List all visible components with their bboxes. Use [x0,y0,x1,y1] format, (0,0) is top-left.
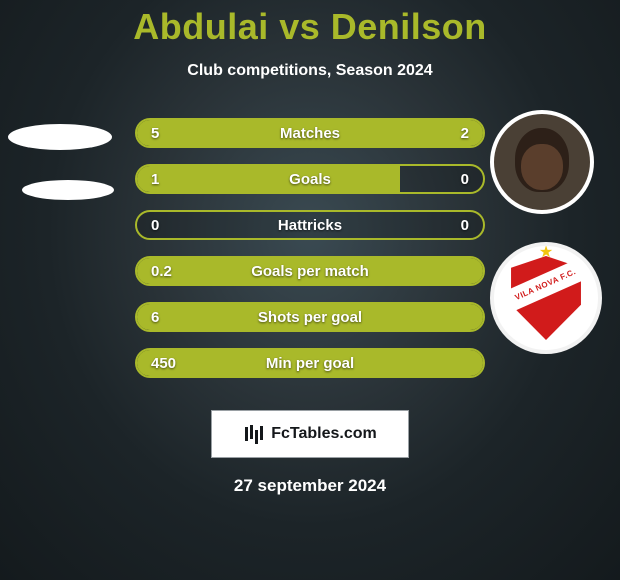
stat-label: Shots per goal [137,304,483,330]
stat-bars: 52Matches 10Goals 00Hattricks 0.2Goals per … [135,118,485,394]
page-subtitle: Club competitions, Season 2024 [0,62,620,80]
stat-label: Goals [137,166,483,192]
stat-bar: 0.2Goals per match [135,256,485,286]
stats-area: ★ VILA NOVA F.C. 52Matches 10Goals 00Hattr… [0,118,620,398]
stat-label: Min per goal [137,350,483,376]
stat-label: Matches [137,120,483,146]
right-club-crest: ★ VILA NOVA F.C. [490,242,602,354]
stat-label: Hattricks [137,212,483,238]
stat-bar: 10Goals [135,164,485,194]
stat-bar: 52Matches [135,118,485,148]
page-title: Abdulai vs Denilson [0,6,620,48]
badge-text: FcTables.com [271,425,377,443]
fctables-logo-icon [243,423,265,445]
stat-label: Goals per match [137,258,483,284]
left-player-avatar-placeholder [8,124,112,150]
infographic-date: 27 september 2024 [0,476,620,496]
right-player-avatars: ★ VILA NOVA F.C. [490,110,602,382]
stat-bar: 450Min per goal [135,348,485,378]
left-player-avatars [8,118,114,200]
left-club-avatar-placeholder [22,180,114,200]
stat-bar: 6Shots per goal [135,302,485,332]
fctables-badge[interactable]: FcTables.com [211,410,409,458]
right-player-avatar [490,110,594,214]
stat-bar: 00Hattricks [135,210,485,240]
